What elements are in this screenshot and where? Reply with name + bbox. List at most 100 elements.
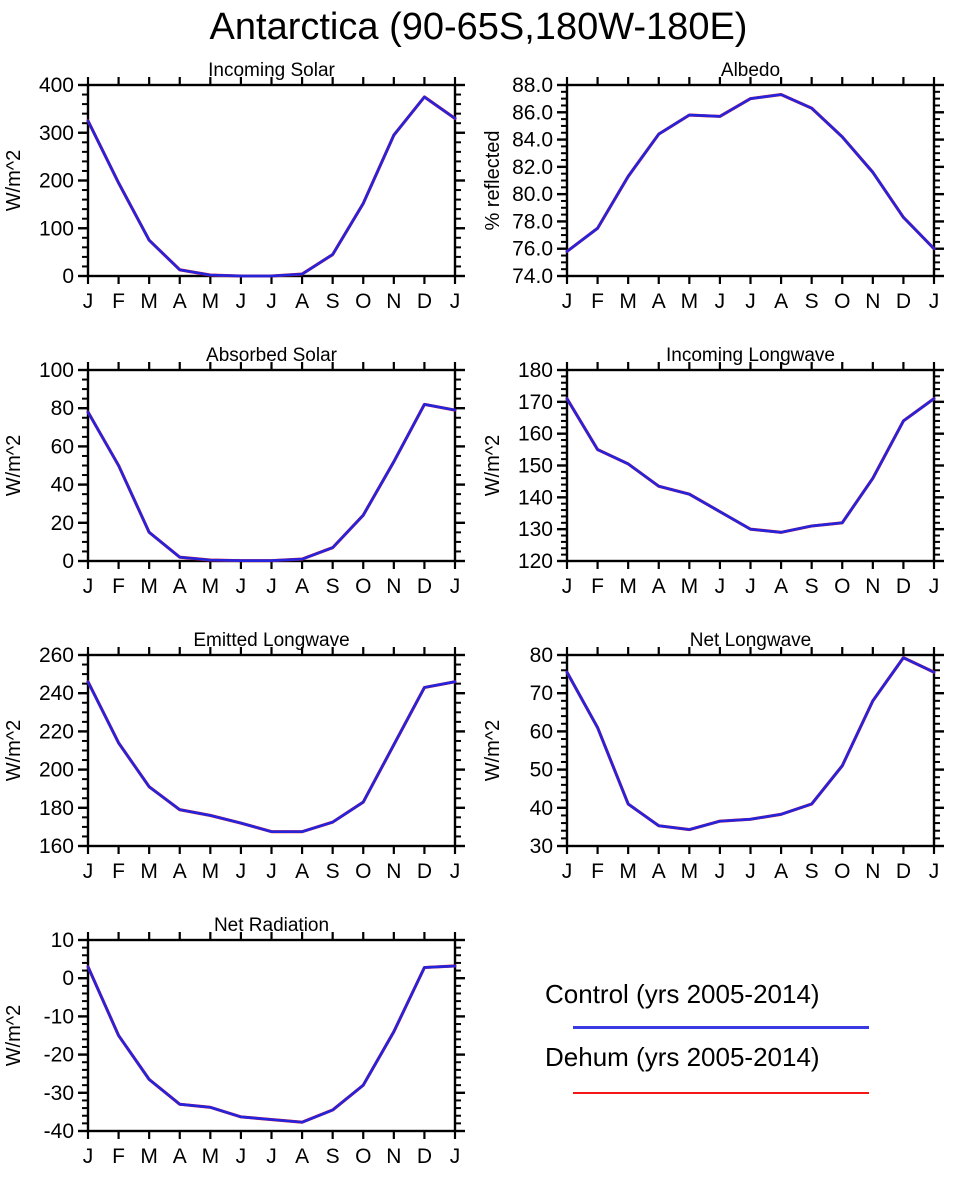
month-label: F — [112, 1145, 125, 1168]
month-label: D — [417, 860, 432, 883]
month-label: D — [417, 290, 432, 313]
y-tick-label: 120 — [518, 550, 553, 573]
month-label: J — [745, 575, 756, 598]
month-label: A — [295, 575, 309, 598]
y-tick-label: 200 — [39, 170, 74, 193]
month-label: J — [929, 290, 940, 313]
y-axis-label: W/m^2 — [482, 435, 504, 497]
month-label: M — [140, 1145, 158, 1168]
plot-frame — [86, 938, 457, 1133]
y-tick-label: 220 — [39, 720, 74, 743]
month-label: O — [355, 1145, 371, 1168]
month-label: O — [355, 290, 371, 313]
emitted-longwave-plot: J F M A M J J A S O N D J160180200220240260W/m^2Emit… — [3, 630, 465, 883]
month-label: N — [386, 290, 401, 313]
y-tick-label: 200 — [39, 759, 74, 782]
month-label: M — [140, 290, 158, 313]
y-tick-label: -30 — [44, 1082, 74, 1105]
month-label: J — [562, 575, 573, 598]
y-tick-label: 86.0 — [512, 101, 553, 124]
y-tick-label: -40 — [44, 1120, 74, 1143]
y-tick-label: 0 — [62, 550, 74, 573]
y-tick-label: 80 — [530, 644, 553, 667]
series-control-line — [86, 964, 457, 1124]
y-tick-label: 20 — [51, 512, 74, 535]
month-label: S — [326, 860, 340, 883]
plot-frame — [565, 653, 936, 848]
y-tick-label: 160 — [518, 423, 553, 446]
y-tick-label: 40 — [51, 474, 74, 497]
series-control-line — [86, 403, 457, 562]
y-tick-label: 60 — [530, 720, 553, 743]
panel-title: Incoming Solar — [208, 60, 335, 81]
month-label: N — [386, 860, 401, 883]
series-dehum-line — [565, 92, 936, 253]
month-label: D — [896, 860, 911, 883]
y-tick-label: 240 — [39, 682, 74, 705]
month-label: M — [619, 290, 637, 313]
month-label: N — [865, 290, 880, 313]
month-label: N — [865, 860, 880, 883]
plot-frame — [86, 368, 457, 563]
y-axis-label: W/m^2 — [3, 1005, 25, 1067]
month-label: F — [112, 860, 125, 883]
month-label: O — [355, 860, 371, 883]
legend-label-control: Control (yrs 2005-2014) — [545, 979, 820, 1009]
month-label: J — [450, 860, 461, 883]
y-tick-label: 40 — [530, 797, 553, 820]
legend-line-dehum — [573, 1092, 869, 1094]
y-tick-label: 0 — [62, 967, 74, 990]
month-label: A — [652, 860, 666, 883]
month-label: M — [202, 1145, 220, 1168]
y-tick-label: 80 — [51, 397, 74, 420]
y-tick-label: 88.0 — [512, 74, 553, 97]
month-label: N — [865, 575, 880, 598]
month-label: A — [295, 290, 309, 313]
legend: Control (yrs 2005-2014) Dehum (yrs 2005-… — [479, 913, 957, 1187]
panel-title: Albedo — [721, 60, 780, 81]
month-label: A — [173, 290, 187, 313]
month-label: N — [386, 1145, 401, 1168]
month-label: F — [112, 290, 125, 313]
month-label: A — [173, 1145, 187, 1168]
y-tick-label: 260 — [39, 644, 74, 667]
month-label: J — [266, 860, 277, 883]
month-label: M — [619, 860, 637, 883]
plot-frame — [86, 83, 457, 278]
month-label: F — [591, 575, 604, 598]
series-dehum-line — [86, 95, 457, 278]
month-label: J — [715, 860, 726, 883]
series-dehum-line — [565, 656, 936, 832]
month-label: J — [715, 575, 726, 598]
month-label: J — [266, 1145, 277, 1168]
panel-title: Absorbed Solar — [206, 345, 338, 366]
month-label: S — [326, 1145, 340, 1168]
legend-line-control — [573, 1026, 869, 1029]
month-label: M — [202, 575, 220, 598]
figure-title: Antarctica (90-65S,180W-180E) — [209, 6, 748, 48]
y-tick-label: 78.0 — [512, 210, 553, 233]
month-label: J — [236, 1145, 247, 1168]
month-label: J — [450, 290, 461, 313]
month-label: J — [562, 860, 573, 883]
month-label: D — [417, 1145, 432, 1168]
y-tick-label: 74.0 — [512, 265, 553, 288]
month-label: N — [386, 575, 401, 598]
panel-title: Net Radiation — [214, 915, 329, 936]
series-control-line — [86, 680, 457, 834]
incoming-longwave-plot: J F M A M J J A S O N D J120130140150160170180W/m^2I… — [482, 345, 944, 598]
month-label: S — [326, 575, 340, 598]
chart-emitted-longwave: J F M A M J J A S O N D J 160 180 200 220 240 260 W/m^2 Emit… — [0, 628, 478, 913]
month-label: O — [834, 290, 850, 313]
month-label: D — [896, 290, 911, 313]
month-label: J — [929, 575, 940, 598]
month-label: F — [591, 290, 604, 313]
albedo-plot: J F M A M J J A S O N D J74.076.078.080.082.084.086.… — [482, 60, 944, 313]
y-tick-label: 80.0 — [512, 183, 553, 206]
y-axis-label: W/m^2 — [3, 435, 25, 497]
month-label: S — [805, 860, 819, 883]
chart-albedo: J F M A M J J A S O N D J 74.0 76.0 78.0 80.0 82.0 84.0 86.… — [479, 58, 957, 343]
